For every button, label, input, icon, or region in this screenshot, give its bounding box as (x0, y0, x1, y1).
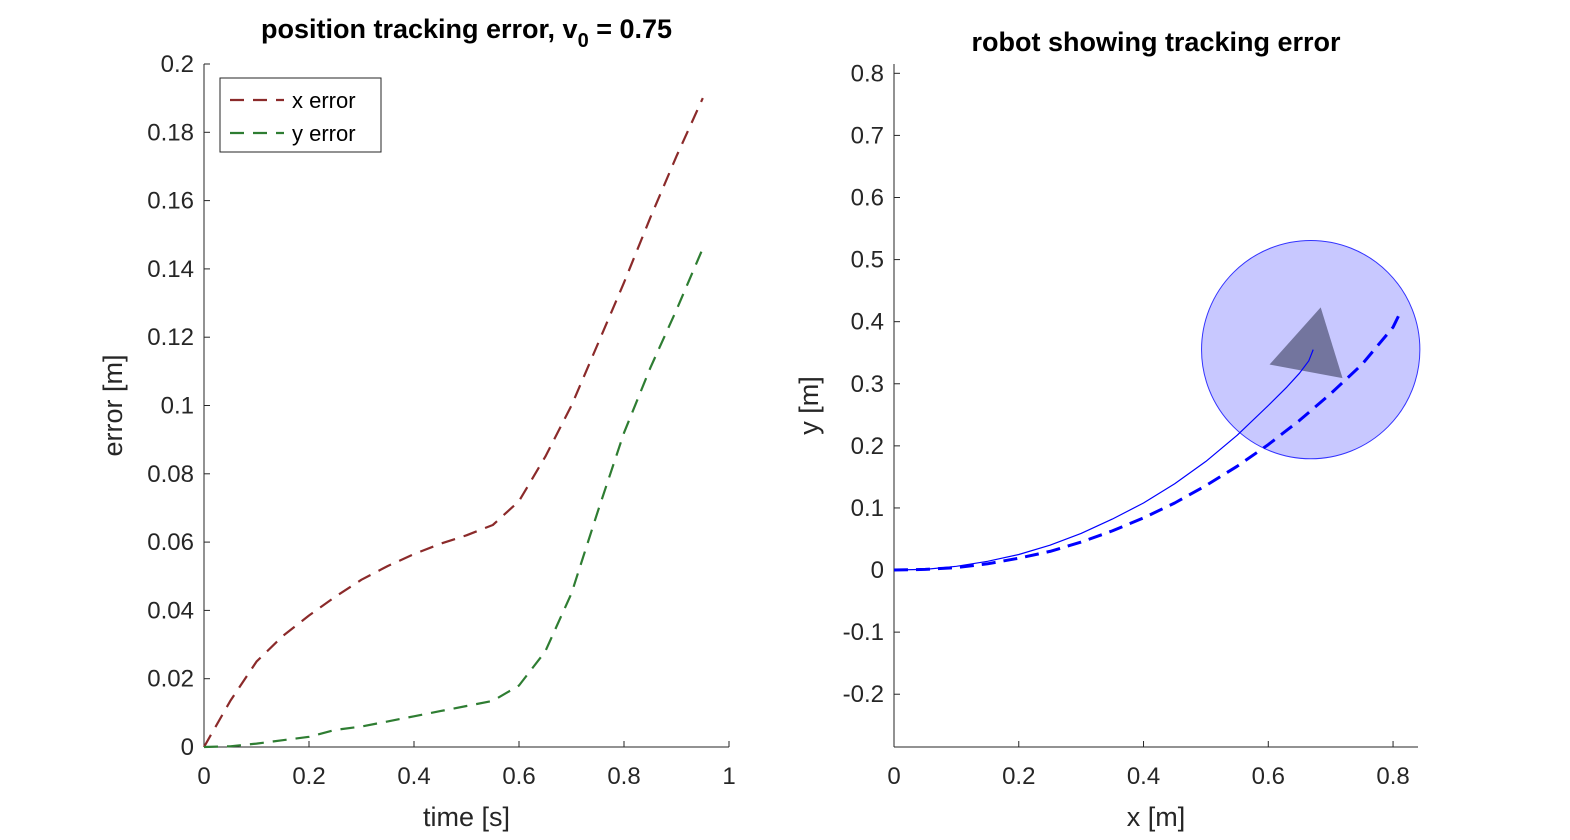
legend-label: y error (292, 121, 356, 146)
x-tick-label: 0.4 (397, 763, 430, 790)
y-tick-label: 0.02 (147, 666, 194, 693)
y-tick-label: 0.2 (851, 433, 884, 460)
x-tick-label: 0.4 (1127, 763, 1160, 790)
legend-box (219, 77, 382, 153)
path-series-0 (893, 349, 1314, 571)
x-tick-label: 1 (722, 763, 735, 790)
chart-title-subscript: 0 (578, 30, 589, 52)
y-tick-label: 0.4 (851, 309, 884, 336)
series-x-error (203, 97, 704, 748)
y-tick-label: -0.2 (843, 681, 884, 708)
y-tick-label: 0.14 (147, 256, 194, 283)
x-axis-label: time [s] (423, 802, 510, 832)
y-tick-label: 0.16 (147, 188, 194, 215)
x-tick-label: 0.2 (292, 763, 325, 790)
x-tick-label: 0 (887, 763, 900, 790)
x-tick-label: 0.8 (1376, 763, 1409, 790)
y-tick-label: 0.8 (851, 60, 884, 87)
series-y-error (203, 247, 704, 749)
chart-title: position tracking error, v0 = 0.75 (261, 14, 672, 52)
y-tick-label: 0.08 (147, 461, 194, 488)
x-tick-label: 0.6 (502, 763, 535, 790)
y-tick-label: 0.7 (851, 122, 884, 149)
y-tick-label: -0.1 (843, 619, 884, 646)
y-tick-label: 0.12 (147, 324, 194, 351)
y-tick-label: 0.06 (147, 529, 194, 556)
y-tick-label: 0.2 (161, 51, 194, 78)
y-axis-label: error [m] (98, 354, 128, 456)
chart-title: robot showing tracking error (971, 27, 1341, 57)
y-axis-label: y [m] (794, 376, 824, 435)
x-tick-label: 0.2 (1002, 763, 1035, 790)
x-tick-label: 0.8 (607, 763, 640, 790)
y-tick-label: 0 (181, 734, 194, 761)
x-tick-label: 0 (197, 763, 210, 790)
error-plot: 0 0.2 0.4 0.6 0.8 1 0 0.02 0.04 0.06 0.08 0.1 0.12 0.… (98, 14, 736, 832)
y-tick-label: 0.1 (851, 495, 884, 522)
y-tick-label: 0.6 (851, 184, 884, 211)
y-tick-label: 0.04 (147, 597, 194, 624)
robot-plot: 0 0.2 0.4 0.6 0.8 -0.2 -0.1 0 0.1 0.2 0.3 0.4 0.5 0.6… (794, 27, 1421, 832)
y-tick-label: 0.5 (851, 247, 884, 274)
chart-title-suffix: = 0.75 (589, 14, 672, 44)
y-tick-label: 0 (871, 557, 884, 584)
chart-title-main: position tracking error, v (261, 14, 578, 44)
y-tick-label: 0.18 (147, 119, 194, 146)
y-tick-label: 0.3 (851, 371, 884, 398)
legend-label: x error (292, 88, 356, 113)
chart-title-main: robot showing tracking error (971, 27, 1341, 57)
path-series-1 (893, 309, 1403, 572)
y-tick-label: 0.1 (161, 393, 194, 420)
robot-heading-triangle (1269, 307, 1343, 379)
x-axis-label: x [m] (1127, 802, 1186, 832)
x-tick-label: 0.6 (1252, 763, 1285, 790)
